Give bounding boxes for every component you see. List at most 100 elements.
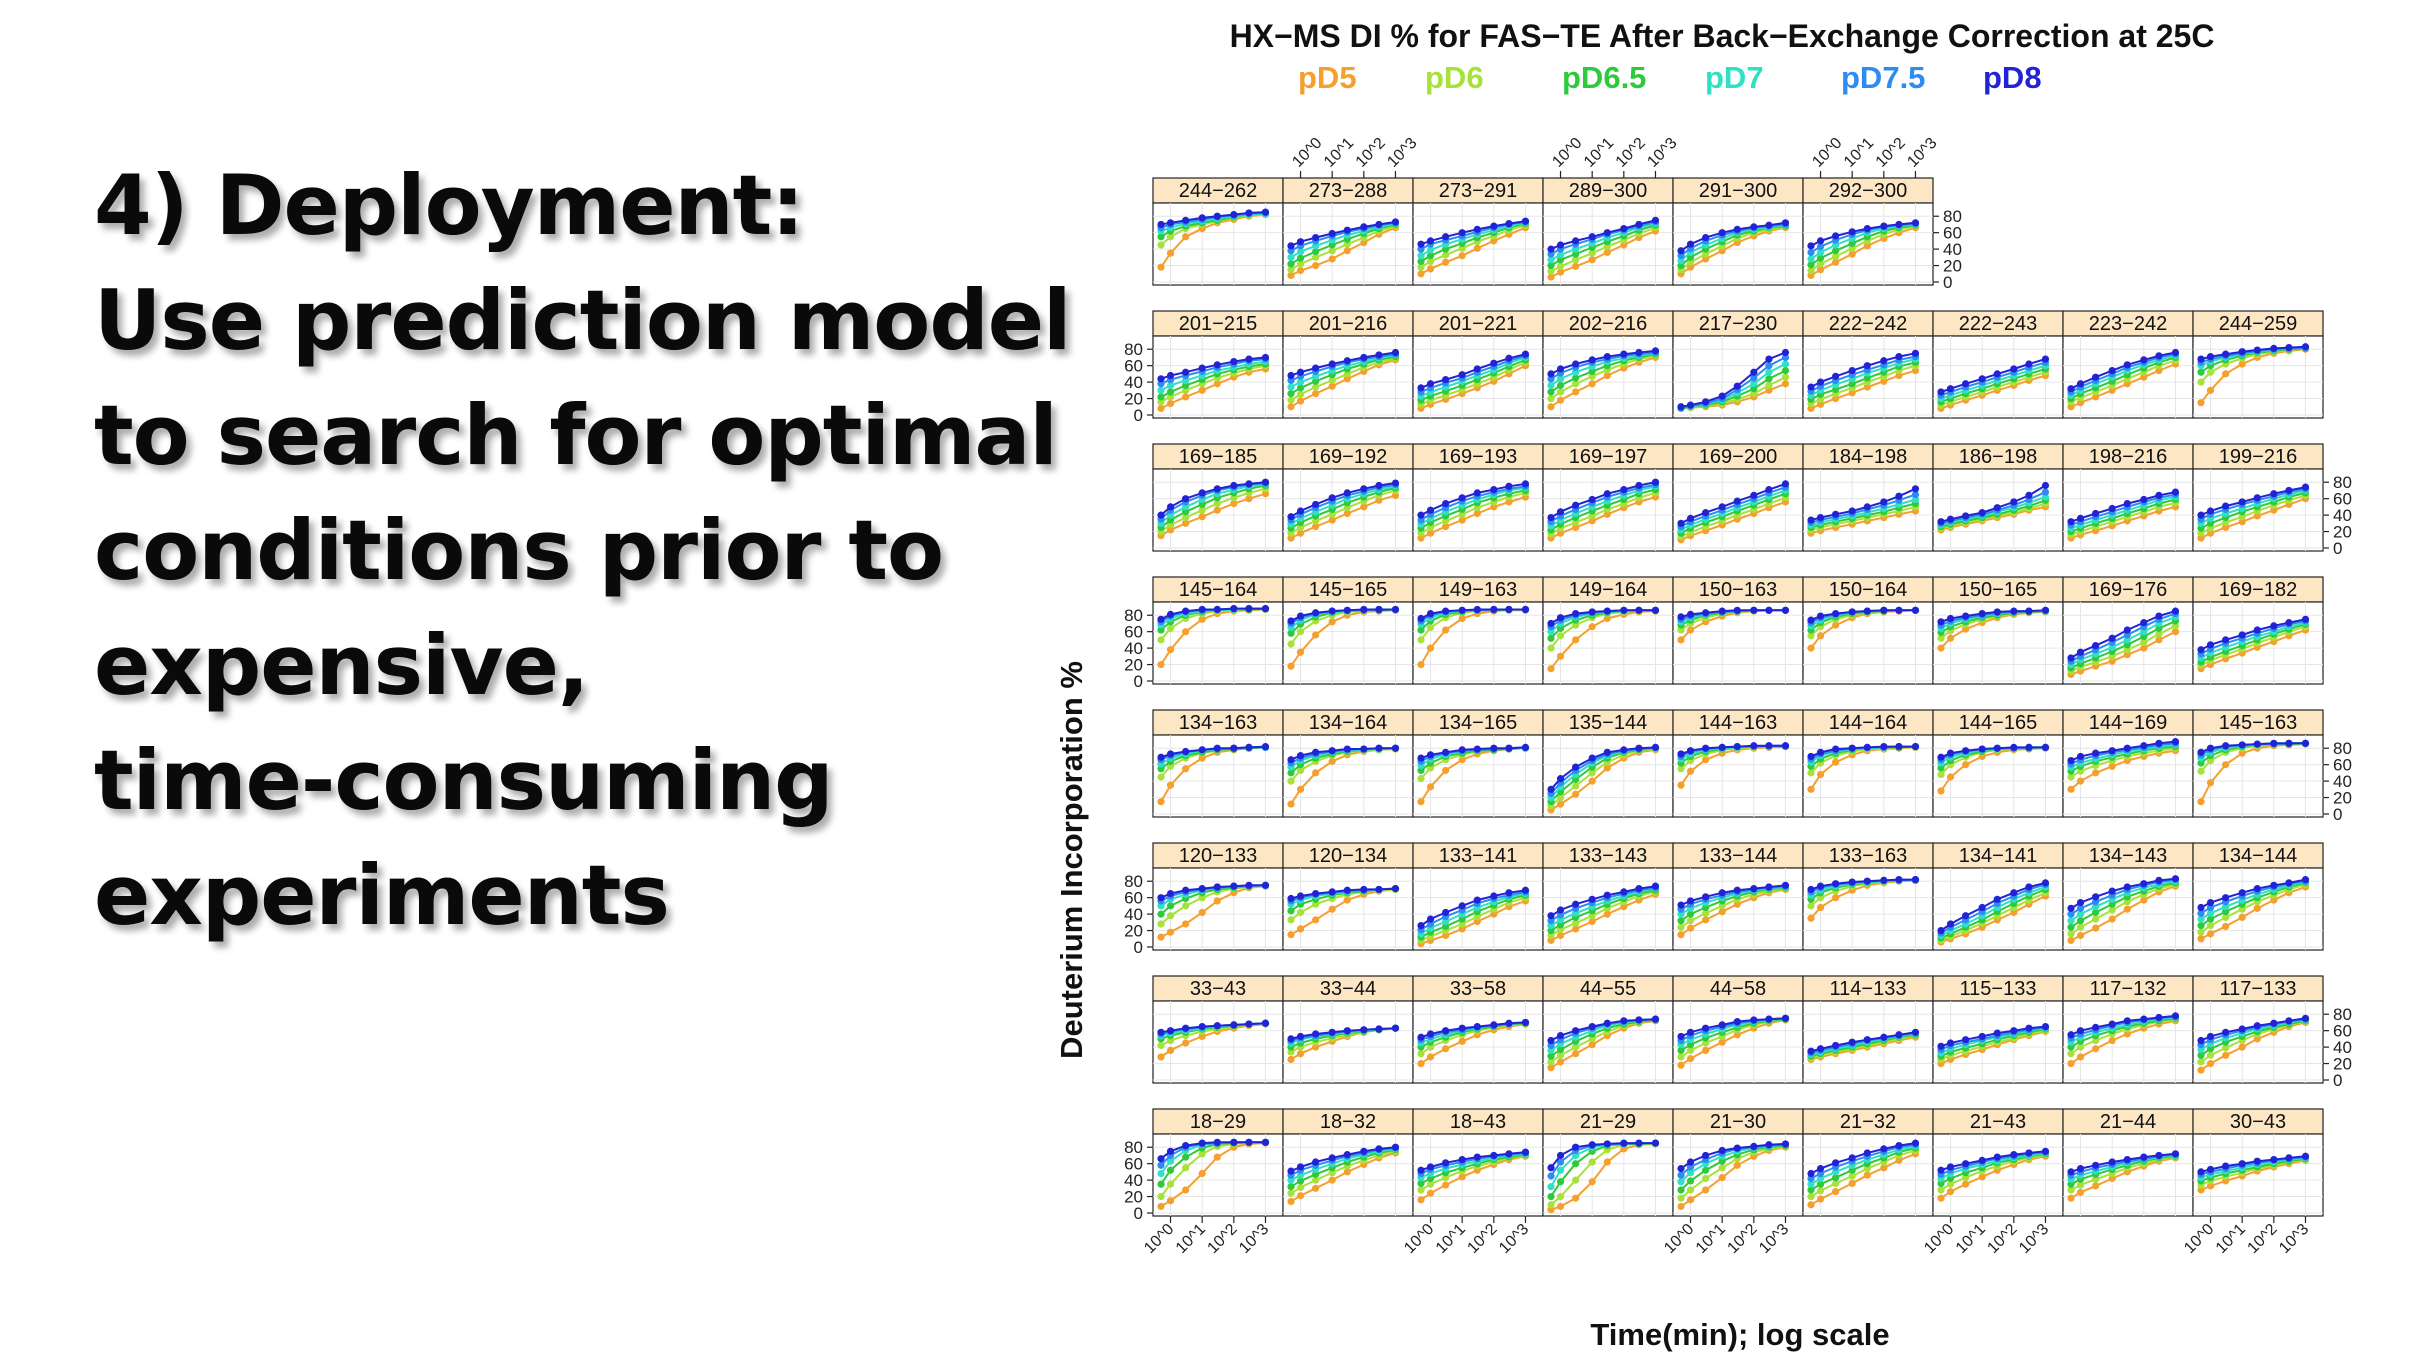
- data-point-pD5: [1733, 1031, 1741, 1039]
- data-point-pD5: [1157, 798, 1165, 806]
- data-point-pD6: [1343, 504, 1351, 512]
- x-tick-label: 10^1: [1693, 1221, 1729, 1257]
- data-point-pD8: [1993, 370, 2001, 378]
- panel-133−143: 133−143: [1542, 842, 1674, 951]
- panel-133−163: 133−163: [1802, 842, 1934, 951]
- data-point-pD8: [1635, 481, 1643, 490]
- data-point-pD7: [2197, 1045, 2205, 1054]
- data-point-pD8: [1328, 888, 1336, 896]
- data-point-pD7.5: [2076, 904, 2085, 912]
- data-point-pD8: [1702, 1024, 1710, 1032]
- data-point-pD6.5: [2206, 519, 2215, 527]
- data-point-pD5: [2155, 367, 2163, 375]
- data-point-pD5: [1296, 266, 1305, 275]
- panel-199−216: 199−216: [2192, 443, 2324, 552]
- data-point-pD6.5: [1198, 500, 1206, 509]
- data-point-pD8: [1750, 491, 1758, 499]
- panel-label: 133−141: [1439, 845, 1517, 867]
- panel-label: 115−133: [1960, 978, 2037, 1000]
- data-point-pD6.5: [1556, 1178, 1565, 1186]
- data-point-pD7: [1556, 375, 1565, 383]
- data-point-pD7: [1417, 252, 1425, 260]
- data-point-pD5: [1442, 766, 1450, 775]
- data-point-pD8: [1360, 1026, 1368, 1034]
- data-point-pD7: [1807, 255, 1815, 263]
- data-point-pD7.5: [1547, 917, 1555, 925]
- data-point-pD8: [2171, 348, 2180, 357]
- data-point-pD6: [1458, 244, 1466, 252]
- data-point-pD6: [1442, 1174, 1450, 1182]
- data-point-pD8: [1521, 1018, 1530, 1027]
- data-point-pD6: [1937, 1186, 1945, 1194]
- data-point-pD5: [1572, 523, 1580, 532]
- panel-150−163: 150−163: [1672, 576, 1804, 685]
- data-point-pD5: [1572, 1050, 1580, 1058]
- data-point-pD8: [1556, 775, 1565, 783]
- data-point-pD8: [1816, 612, 1825, 620]
- data-point-pD7: [1157, 386, 1165, 394]
- data-point-pD8: [1391, 744, 1400, 752]
- data-point-pD6.5: [1718, 1157, 1726, 1165]
- data-point-pD8: [1848, 1038, 1856, 1046]
- data-point-pD8: [1832, 1041, 1840, 1050]
- data-point-pD8: [1556, 241, 1565, 249]
- data-point-pD8: [1733, 225, 1741, 233]
- panel-21−44: 21−44: [2062, 1108, 2194, 1217]
- data-point-pD8: [1287, 513, 1295, 521]
- data-point-pD8: [1375, 1025, 1383, 1033]
- panel-label: 199−216: [2219, 446, 2297, 468]
- data-point-pD5: [2222, 1051, 2230, 1059]
- data-point-pD8: [1651, 478, 1660, 486]
- data-point-pD8: [1603, 490, 1611, 498]
- data-point-pD7: [1677, 1178, 1685, 1186]
- data-point-pD8: [1328, 747, 1336, 755]
- data-point-pD5: [1287, 403, 1295, 411]
- data-point-pD8: [1635, 220, 1643, 229]
- y-tick-label: 20: [1124, 1188, 1143, 1207]
- data-point-pD6: [1182, 1164, 1190, 1172]
- data-point-pD5: [1312, 1184, 1320, 1192]
- data-point-pD8: [2253, 740, 2261, 748]
- data-point-pD8: [1911, 219, 1920, 227]
- x-tick-label: 10^3: [1496, 1221, 1532, 1257]
- data-point-pD8: [1946, 515, 1955, 523]
- data-point-pD6: [1677, 626, 1685, 634]
- data-point-pD8: [1458, 902, 1466, 910]
- data-point-pD6.5: [1312, 247, 1320, 256]
- data-point-pD8: [1978, 509, 1986, 517]
- data-point-pD8: [1166, 1027, 1175, 1035]
- data-point-pD8: [1343, 606, 1351, 614]
- data-point-pD8: [1895, 353, 1903, 361]
- data-point-pD6.5: [1157, 393, 1165, 401]
- data-point-pD6: [2108, 652, 2116, 660]
- data-point-pD7: [1677, 257, 1685, 265]
- data-point-pD8: [2076, 380, 2085, 388]
- data-point-pD6.5: [1937, 764, 1945, 772]
- data-point-pD8: [1718, 607, 1726, 615]
- data-point-pD7: [1832, 1168, 1840, 1176]
- data-point-pD8: [2076, 1027, 2085, 1035]
- data-point-pD8: [1620, 606, 1628, 614]
- data-point-pD6: [1556, 793, 1565, 802]
- data-point-pD8: [1702, 398, 1710, 406]
- data-point-pD5: [1343, 375, 1351, 383]
- chart-legend: pD5 pD6 pD6.5 pD7 pD7.5 pD8: [1298, 60, 2042, 95]
- data-point-pD8: [1863, 1149, 1871, 1157]
- data-point-pD6: [1166, 624, 1175, 632]
- data-point-pD7: [1547, 1183, 1555, 1191]
- data-point-pD5: [1328, 618, 1336, 626]
- data-point-pD6.5: [1547, 1192, 1555, 1201]
- data-point-pD7.5: [1426, 920, 1435, 928]
- panel-strip: [1802, 310, 1934, 337]
- data-point-pD8: [1505, 605, 1513, 614]
- data-point-pD8: [1473, 365, 1481, 373]
- data-point-pD6: [1198, 506, 1206, 514]
- data-point-pD8: [1718, 392, 1726, 400]
- data-point-pD5: [1230, 500, 1238, 508]
- data-point-pD5: [1781, 380, 1790, 388]
- data-point-pD8: [1686, 1028, 1695, 1036]
- data-point-pD5: [2108, 657, 2116, 665]
- data-point-pD7: [1296, 247, 1305, 256]
- panel-169−200: 169−200: [1672, 443, 1804, 552]
- data-point-pD8: [1556, 614, 1565, 622]
